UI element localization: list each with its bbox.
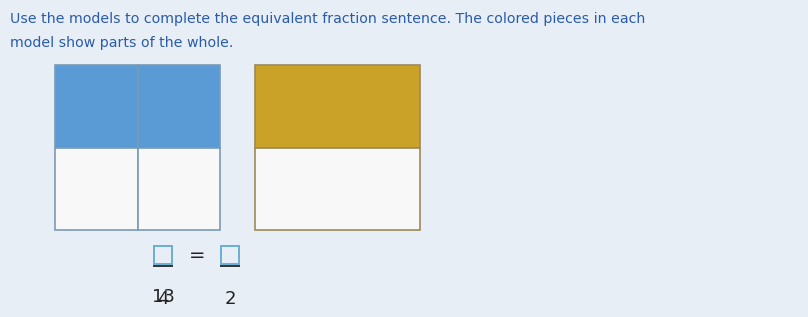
Text: 4: 4 <box>158 290 169 308</box>
Text: Use the models to complete the equivalent fraction sentence. The colored pieces : Use the models to complete the equivalen… <box>10 12 646 26</box>
Text: =: = <box>189 247 205 266</box>
Bar <box>55 65 137 147</box>
Bar <box>255 65 420 147</box>
Bar <box>137 147 220 230</box>
Bar <box>154 246 172 264</box>
Text: 13: 13 <box>152 288 175 306</box>
Text: 2: 2 <box>225 290 236 308</box>
Bar <box>255 147 420 230</box>
Text: model show parts of the whole.: model show parts of the whole. <box>10 36 234 50</box>
Bar <box>137 65 220 147</box>
Bar <box>55 147 137 230</box>
Bar <box>221 246 239 264</box>
